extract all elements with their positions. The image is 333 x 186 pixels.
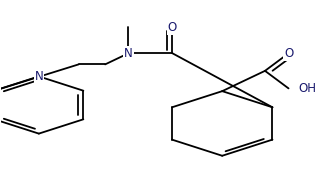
Text: N: N [124,47,133,60]
Text: O: O [168,21,177,34]
Text: N: N [34,70,43,83]
Text: O: O [284,47,293,60]
Text: OH: OH [298,82,316,95]
